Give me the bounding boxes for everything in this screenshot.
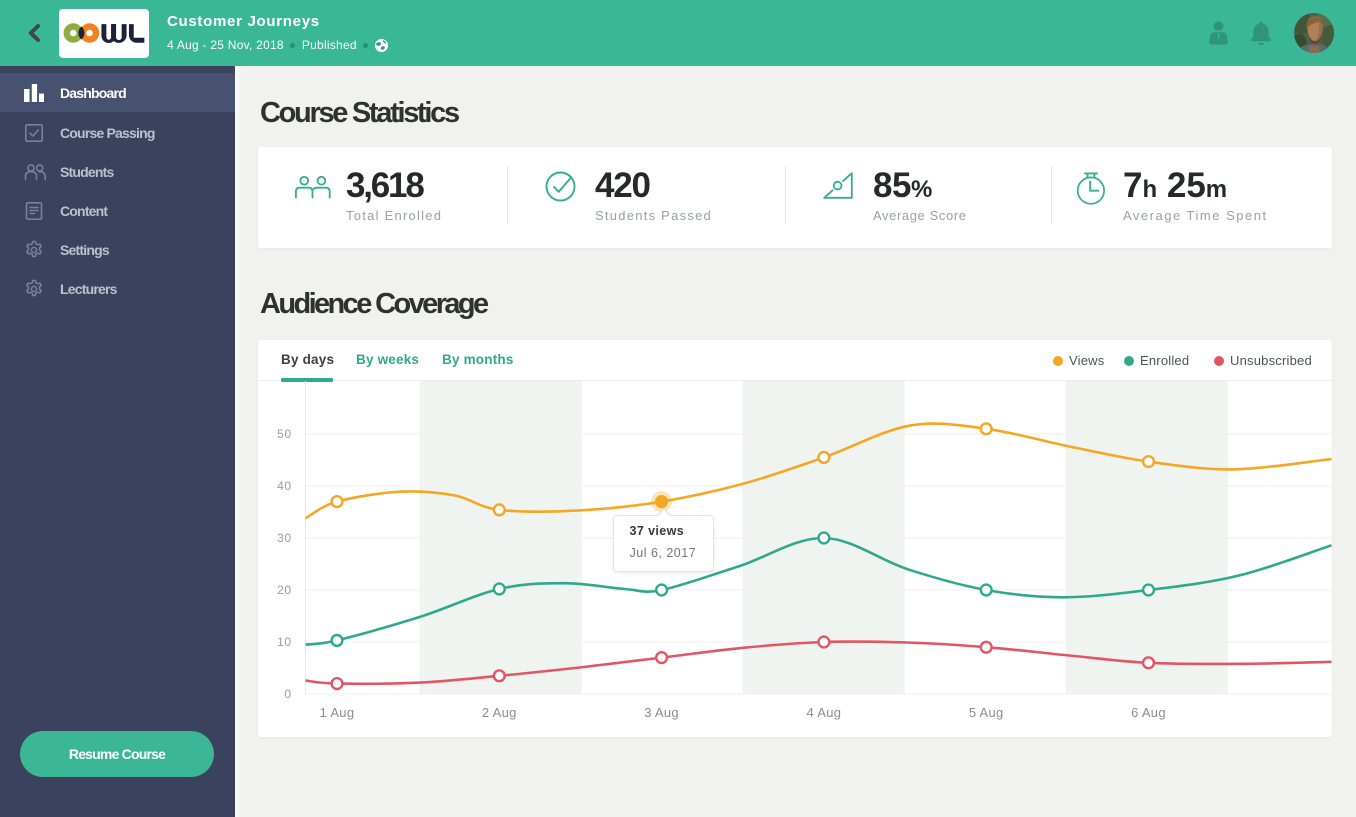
svg-text:5 Aug: 5 Aug [969,705,1004,720]
svg-text:3 Aug: 3 Aug [644,705,679,720]
svg-text:2 Aug: 2 Aug [482,705,517,720]
svg-text:50: 50 [277,427,291,441]
svg-text:30: 30 [277,531,291,545]
svg-text:20: 20 [277,583,291,597]
svg-text:0: 0 [284,687,291,701]
svg-text:6 Aug: 6 Aug [1131,705,1166,720]
svg-text:40: 40 [277,479,291,493]
svg-text:10: 10 [277,635,291,649]
svg-text:1 Aug: 1 Aug [320,705,355,720]
svg-text:4 Aug: 4 Aug [807,705,842,720]
